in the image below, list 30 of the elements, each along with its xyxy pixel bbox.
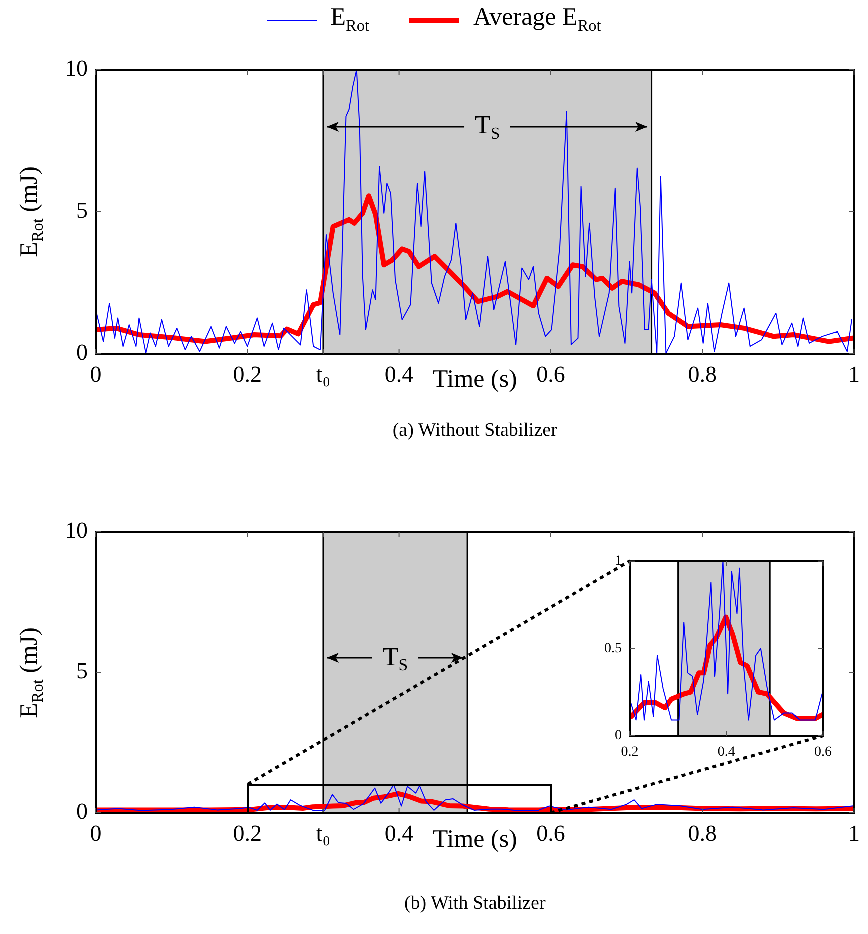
y-tick-label: 5 <box>76 658 88 684</box>
y-tick-label: 5 <box>76 198 88 224</box>
x-tick-label: t₀ <box>316 820 331 846</box>
x-tick-label: 0.8 <box>688 820 717 846</box>
y-tick-label: 0.5 <box>604 641 622 656</box>
y-tick-label: 1 <box>615 554 622 570</box>
x-axis-title: Time (s) <box>432 366 518 394</box>
x-tick-label: 0.4 <box>718 745 736 760</box>
legend-label: Average E$_{Rot}$ <box>473 4 602 36</box>
x-tick-label: 0.6 <box>536 362 566 387</box>
x-tick-label: 0.2 <box>621 745 639 760</box>
x-tick-label: 0.6 <box>536 820 566 846</box>
y-tick-label: 0 <box>615 728 622 744</box>
y-tick-label: 0 <box>76 340 88 366</box>
x-tick-label: 0.4 <box>384 362 414 387</box>
x-tick-label: 0.2 <box>233 820 262 846</box>
x-tick-label: t₀ <box>316 362 331 387</box>
x-tick-label: 0.8 <box>688 362 717 387</box>
y-tick-label: 0 <box>76 799 88 824</box>
x-tick-label: 0.4 <box>384 820 414 846</box>
x-axis-title: Time (s) <box>432 826 518 854</box>
legend-label: E$_{Rot}$ <box>330 4 370 36</box>
text: (b) With Stabilizer <box>404 893 546 915</box>
y-tick-label: 10 <box>65 56 88 82</box>
text: (a) Without Stabilizer <box>392 420 558 442</box>
x-tick-label: 0.6 <box>814 745 832 760</box>
x-tick-label: 1 <box>848 362 860 387</box>
x-tick-label: 0.2 <box>233 362 262 387</box>
x-tick-label: 1 <box>848 820 860 846</box>
y-tick-label: 10 <box>65 518 88 544</box>
